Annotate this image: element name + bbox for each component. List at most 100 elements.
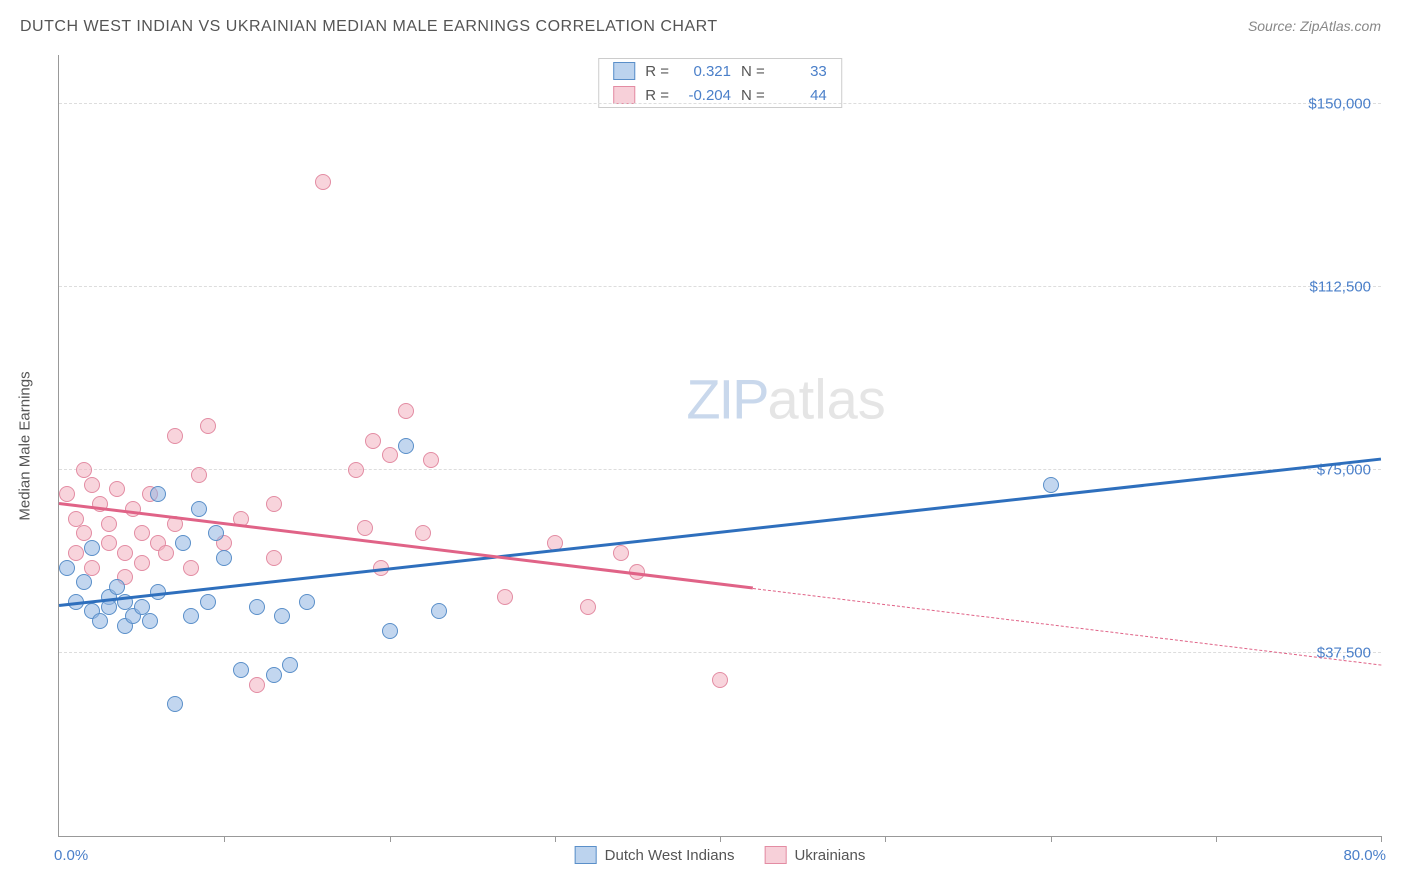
scatter-point	[423, 452, 439, 468]
scatter-point	[365, 433, 381, 449]
scatter-point	[109, 579, 125, 595]
scatter-point	[249, 599, 265, 615]
scatter-point	[183, 560, 199, 576]
stats-row-blue: R = 0.321 N = 33	[599, 59, 841, 83]
chart-title: DUTCH WEST INDIAN VS UKRAINIAN MEDIAN MA…	[20, 18, 718, 36]
scatter-point	[59, 560, 75, 576]
scatter-point	[216, 550, 232, 566]
scatter-point	[415, 525, 431, 541]
scatter-point	[59, 486, 75, 502]
scatter-point	[382, 447, 398, 463]
scatter-point	[84, 477, 100, 493]
gridline	[59, 652, 1381, 653]
scatter-point	[398, 438, 414, 454]
watermark-zip: ZIP	[686, 367, 767, 430]
x-axis-min-label: 0.0%	[54, 847, 88, 864]
scatter-point	[382, 623, 398, 639]
watermark: ZIPatlas	[686, 366, 885, 431]
scatter-point	[315, 174, 331, 190]
scatter-point	[191, 501, 207, 517]
scatter-point	[266, 667, 282, 683]
scatter-point	[167, 428, 183, 444]
scatter-point	[134, 599, 150, 615]
scatter-point	[398, 403, 414, 419]
stats-legend: R = 0.321 N = 33 R = -0.204 N = 44	[598, 58, 842, 108]
scatter-point	[274, 608, 290, 624]
x-tick	[224, 836, 225, 842]
scatter-point	[142, 613, 158, 629]
scatter-point	[712, 672, 728, 688]
n-label: N =	[741, 87, 765, 104]
y-axis-title: Median Male Earnings	[17, 371, 34, 520]
scatter-point	[200, 594, 216, 610]
scatter-point	[92, 613, 108, 629]
x-tick	[1051, 836, 1052, 842]
r-label: R =	[645, 63, 669, 80]
scatter-point	[266, 496, 282, 512]
scatter-point	[431, 603, 447, 619]
scatter-point	[348, 462, 364, 478]
scatter-point	[266, 550, 282, 566]
legend-item-pink: Ukrainians	[764, 846, 865, 864]
scatter-point	[68, 545, 84, 561]
scatter-point	[76, 525, 92, 541]
r-value-pink: -0.204	[681, 87, 731, 104]
scatter-point	[580, 599, 596, 615]
legend-label-blue: Dutch West Indians	[605, 847, 735, 864]
r-value-blue: 0.321	[681, 63, 731, 80]
scatter-point	[208, 525, 224, 541]
x-axis-max-label: 80.0%	[1343, 847, 1386, 864]
legend-label-pink: Ukrainians	[794, 847, 865, 864]
scatter-point	[150, 486, 166, 502]
n-label: N =	[741, 63, 765, 80]
scatter-point	[134, 525, 150, 541]
scatter-point	[76, 462, 92, 478]
gridline	[59, 469, 1381, 470]
gridline	[59, 286, 1381, 287]
scatter-point	[101, 516, 117, 532]
scatter-point	[282, 657, 298, 673]
bottom-legend: Dutch West Indians Ukrainians	[575, 846, 866, 864]
scatter-point	[101, 535, 117, 551]
scatter-point	[299, 594, 315, 610]
x-tick	[1381, 836, 1382, 842]
scatter-point	[117, 545, 133, 561]
gridline	[59, 103, 1381, 104]
n-value-blue: 33	[777, 63, 827, 80]
scatter-point	[68, 511, 84, 527]
scatter-point	[109, 481, 125, 497]
scatter-point	[125, 501, 141, 517]
scatter-point	[84, 540, 100, 556]
r-label: R =	[645, 87, 669, 104]
scatter-point	[613, 545, 629, 561]
swatch-blue-icon	[613, 62, 635, 80]
x-tick	[885, 836, 886, 842]
swatch-pink-icon	[764, 846, 786, 864]
y-tick-label: $150,000	[1308, 95, 1371, 112]
scatter-point	[183, 608, 199, 624]
scatter-point	[175, 535, 191, 551]
scatter-point	[76, 574, 92, 590]
swatch-blue-icon	[575, 846, 597, 864]
y-tick-label: $37,500	[1317, 644, 1371, 661]
scatter-point	[134, 555, 150, 571]
scatter-point	[497, 589, 513, 605]
chart-container: { "title": "DUTCH WEST INDIAN VS UKRAINI…	[0, 0, 1406, 892]
x-tick	[555, 836, 556, 842]
scatter-point	[84, 560, 100, 576]
scatter-point	[1043, 477, 1059, 493]
scatter-point	[357, 520, 373, 536]
swatch-pink-icon	[613, 86, 635, 104]
scatter-point	[167, 696, 183, 712]
scatter-point	[233, 662, 249, 678]
n-value-pink: 44	[777, 87, 827, 104]
y-tick-label: $112,500	[1310, 278, 1371, 295]
x-tick	[390, 836, 391, 842]
source-attribution: Source: ZipAtlas.com	[1248, 18, 1381, 34]
watermark-atlas: atlas	[768, 367, 886, 430]
plot-area: ZIPatlas 0.0% 80.0% R = 0.321 N = 33 R =…	[58, 55, 1381, 837]
x-tick	[1216, 836, 1217, 842]
x-tick	[720, 836, 721, 842]
scatter-point	[158, 545, 174, 561]
scatter-point	[191, 467, 207, 483]
